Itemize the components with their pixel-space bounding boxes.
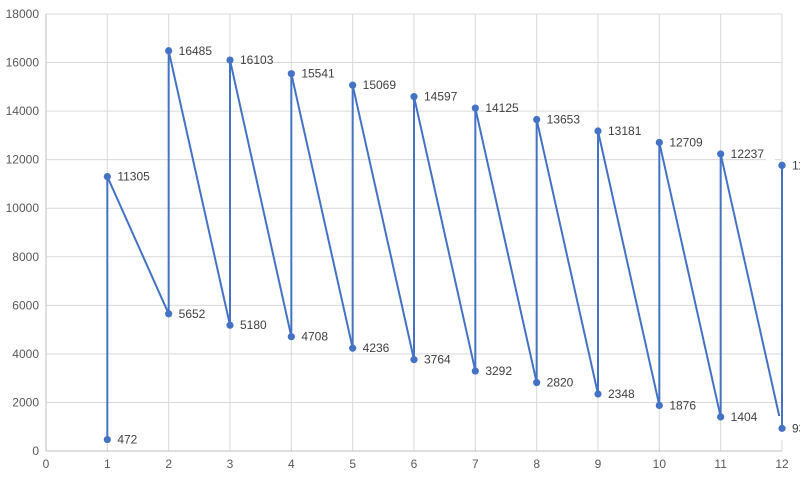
x-tick-label: 2 [165, 457, 172, 471]
data-label: 14597 [424, 90, 458, 104]
data-point [471, 367, 479, 375]
data-label: 12237 [731, 147, 765, 161]
x-tick-label: 12 [775, 457, 789, 471]
data-label: 2348 [608, 387, 635, 401]
x-tick-label: 0 [43, 457, 50, 471]
series-segment [413, 95, 477, 373]
data-label: 3292 [485, 364, 512, 378]
data-point [165, 47, 173, 55]
x-tick-label: 10 [653, 457, 667, 471]
data-label: 11305 [117, 170, 150, 184]
data-label: 16485 [179, 44, 213, 58]
data-point [410, 356, 418, 364]
data-point [349, 344, 357, 352]
data-point [226, 321, 234, 329]
data-point [103, 172, 111, 181]
data-label: 15069 [363, 78, 397, 92]
data-label: 16103 [240, 53, 274, 67]
data-label: 932 [792, 421, 800, 435]
y-tick-label: 14000 [6, 104, 40, 118]
data-label: 11765 [792, 158, 800, 172]
data-point [471, 104, 479, 112]
data-point [103, 435, 111, 444]
data-label: 13653 [547, 113, 581, 127]
series-segment [719, 152, 783, 430]
data-label: 14125 [485, 101, 519, 115]
series-segment [229, 59, 293, 338]
data-label: 1404 [731, 410, 758, 424]
data-point [410, 93, 418, 101]
data-point [226, 56, 234, 64]
data-point [717, 413, 725, 421]
series-segment [597, 129, 661, 407]
series-segment [167, 49, 231, 327]
data-label: 3764 [424, 353, 451, 367]
data-label: 15541 [301, 67, 335, 81]
x-tick-label: 8 [533, 457, 540, 471]
data-label: 1876 [669, 398, 696, 412]
data-point [533, 378, 541, 387]
x-tick-label: 3 [227, 457, 234, 471]
y-tick-label: 4000 [12, 347, 39, 361]
data-point [287, 333, 295, 341]
data-point [349, 81, 357, 89]
series-segment [535, 118, 599, 395]
data-point [533, 115, 541, 124]
data-point [778, 424, 786, 432]
data-point [165, 310, 173, 318]
x-tick-label: 5 [349, 457, 356, 471]
y-tick-label: 12000 [6, 153, 40, 167]
label-cover [766, 148, 775, 172]
y-tick-label: 8000 [12, 250, 39, 264]
data-label: 12709 [669, 135, 703, 149]
y-axis-tick-labels: 0 2000 4000 6000 8000 10000 12000 14000 16000 180… [6, 7, 40, 458]
data-label: 13181 [608, 124, 642, 138]
x-tick-label: 11 [714, 457, 727, 471]
data-point [287, 70, 295, 78]
data-label: 5180 [240, 318, 267, 332]
data-label: 4708 [301, 330, 328, 344]
x-tick-label: 1 [104, 457, 111, 471]
data-label: 2820 [547, 376, 574, 390]
data-point [717, 150, 725, 158]
y-tick-label: 2000 [12, 395, 39, 409]
data-point [594, 127, 602, 135]
x-tick-label: 6 [411, 457, 418, 471]
y-tick-label: 16000 [6, 56, 40, 70]
y-tick-label: 6000 [12, 298, 39, 312]
data-point [655, 138, 663, 147]
series-segment [474, 107, 538, 384]
y-tick-label: 0 [32, 444, 39, 458]
x-tick-label: 4 [288, 457, 295, 471]
x-axis-tick-labels: 0 1 2 3 4 5 6 7 8 9 10 11 12 [43, 457, 789, 471]
series-segment [351, 84, 415, 361]
x-tick-label: 7 [472, 457, 479, 471]
x-tick-label: 9 [595, 457, 602, 471]
right-edge-mask [766, 148, 786, 440]
series-segment [290, 72, 354, 350]
data-point [778, 161, 786, 169]
data-label: 5652 [179, 307, 206, 321]
data-labels: 472 11305 5652 16485 5180 16103 4708 15541 4236 1… [117, 44, 800, 447]
label-cover [766, 416, 785, 440]
data-point [594, 390, 602, 398]
y-tick-label: 10000 [6, 201, 40, 215]
data-label: 472 [117, 433, 137, 447]
y-tick-label: 18000 [6, 7, 40, 21]
series-segment [106, 175, 170, 315]
data-label: 4236 [363, 341, 390, 355]
data-point [655, 401, 663, 410]
series-segment [658, 141, 722, 418]
